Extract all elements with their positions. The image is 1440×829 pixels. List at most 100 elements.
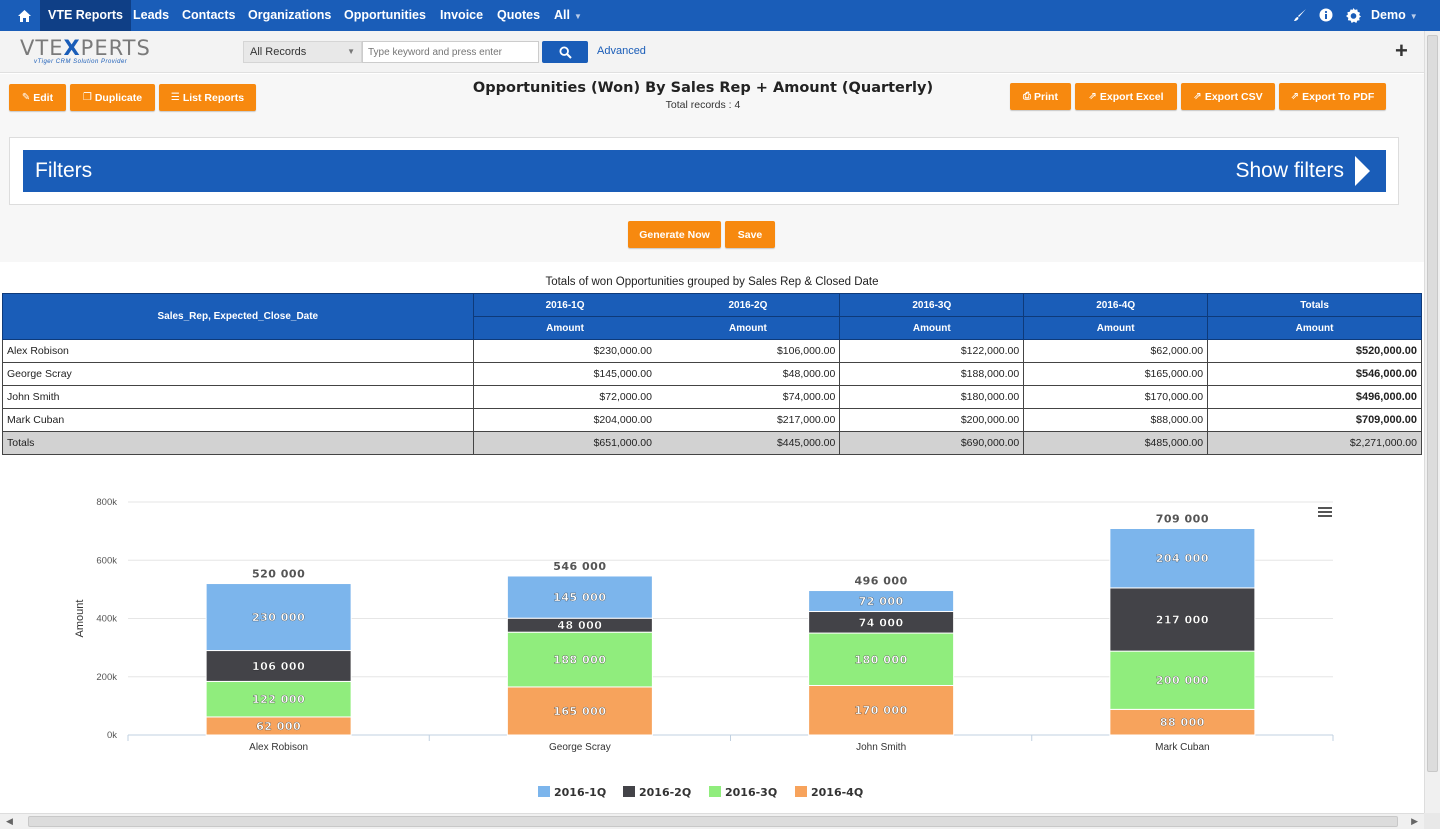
nav-leads[interactable]: Leads bbox=[133, 8, 170, 22]
data-label: 180 000 bbox=[854, 653, 907, 666]
table-row: George Scray $145,000.00 $48,000.00 $188… bbox=[2, 362, 1422, 386]
data-label: 145 000 bbox=[553, 591, 606, 604]
horizontal-scroll-thumb[interactable] bbox=[28, 816, 1398, 827]
vertical-scrollbar[interactable] bbox=[1424, 31, 1440, 813]
records-select-value: All Records bbox=[250, 46, 307, 58]
export-csv-button[interactable]: ⇗ Export CSV bbox=[1181, 83, 1275, 110]
print-icon: ⎙ bbox=[1023, 91, 1032, 102]
chevron-down-icon: ▼ bbox=[1409, 12, 1418, 21]
bar-segment bbox=[506, 686, 653, 736]
legend-item: 2016-2Q bbox=[639, 786, 691, 799]
generate-now-button[interactable]: Generate Now bbox=[628, 221, 721, 248]
export-excel-button[interactable]: ⇗ Export Excel bbox=[1075, 83, 1177, 110]
logo-text: VTEXPERTS bbox=[20, 36, 151, 60]
filters-toggle-bar[interactable]: Filters Show filters bbox=[23, 150, 1386, 192]
x-tick-label: Mark Cuban bbox=[1155, 742, 1209, 753]
col-2016-3q: 2016-3Q bbox=[839, 293, 1025, 317]
export-pdf-button[interactable]: ⇗ Export To PDF bbox=[1279, 83, 1386, 110]
col-2016-1q: 2016-1Q bbox=[545, 299, 585, 311]
horizontal-scrollbar[interactable]: ◀ ▶ bbox=[0, 813, 1424, 829]
scroll-right-icon[interactable]: ▶ bbox=[1411, 816, 1418, 826]
user-menu[interactable]: Demo ▼ bbox=[1371, 0, 1418, 31]
export-icon: ⇗ bbox=[1088, 91, 1097, 102]
chevron-down-icon: ▼ bbox=[573, 12, 582, 21]
nav-opportunities[interactable]: Opportunities bbox=[344, 8, 426, 22]
col-2016-4q: 2016-4Q bbox=[1023, 293, 1209, 317]
data-label: 188 000 bbox=[553, 654, 606, 667]
legend-item: 2016-3Q bbox=[725, 786, 777, 799]
info-icon[interactable] bbox=[1317, 6, 1335, 24]
list-reports-button[interactable]: ☰ List Reports bbox=[159, 84, 256, 111]
total-label: 496 000 bbox=[854, 575, 907, 588]
nav-quotes[interactable]: Quotes bbox=[497, 8, 541, 22]
y-axis-label: Amount bbox=[74, 600, 86, 638]
data-label: 106 000 bbox=[252, 660, 305, 673]
brush-icon[interactable] bbox=[1291, 6, 1309, 24]
top-navbar: VTE Reports Leads Contacts Organizations… bbox=[0, 0, 1440, 31]
nav-all-menu[interactable]: All ▼ bbox=[554, 0, 582, 31]
nav-organizations[interactable]: Organizations bbox=[248, 8, 332, 22]
data-label: 88 000 bbox=[1160, 716, 1205, 729]
show-filters-label: Show filters bbox=[1235, 159, 1344, 182]
duplicate-icon: ❐ bbox=[82, 92, 92, 103]
bar-segment bbox=[506, 631, 653, 688]
user-name: Demo bbox=[1371, 8, 1406, 22]
company-logo[interactable]: VTEXPERTS vTiger CRM Solution Provider bbox=[20, 36, 151, 67]
x-tick-label: Alex Robison bbox=[249, 742, 308, 753]
data-label: 230 000 bbox=[252, 611, 305, 624]
sub-header-amount: Amount bbox=[1207, 316, 1422, 340]
bar-segment bbox=[808, 590, 955, 613]
search-button[interactable] bbox=[542, 41, 588, 63]
gear-icon[interactable] bbox=[1344, 6, 1362, 24]
table-row: John Smith $72,000.00 $74,000.00 $180,00… bbox=[2, 385, 1422, 409]
total-label: 709 000 bbox=[1156, 513, 1209, 526]
nav-vte-reports[interactable]: VTE Reports bbox=[40, 0, 132, 31]
logo-subtitle: vTiger CRM Solution Provider bbox=[34, 59, 128, 65]
home-icon[interactable] bbox=[10, 0, 38, 31]
bar-segment bbox=[1109, 528, 1256, 589]
data-label: 204 000 bbox=[1156, 552, 1209, 565]
sub-header-amount-1q-2q: Amount Amount bbox=[472, 316, 841, 340]
bar-segment bbox=[808, 684, 955, 736]
print-button[interactable]: ⎙ Print bbox=[1010, 83, 1071, 110]
edit-button[interactable]: ✎ Edit bbox=[9, 84, 66, 111]
vertical-scroll-thumb[interactable] bbox=[1427, 35, 1438, 772]
search-input[interactable] bbox=[362, 41, 539, 63]
list-icon: ☰ bbox=[170, 92, 180, 103]
duplicate-button[interactable]: ❐ Duplicate bbox=[70, 84, 155, 111]
data-label: 165 000 bbox=[553, 705, 606, 718]
scroll-left-icon[interactable]: ◀ bbox=[6, 816, 13, 826]
nav-contacts[interactable]: Contacts bbox=[182, 8, 236, 22]
bar-segment bbox=[1109, 708, 1256, 736]
col-2016-2q: 2016-2Q bbox=[728, 299, 768, 311]
nav-all-label: All bbox=[554, 8, 570, 22]
scroll-corner bbox=[1424, 813, 1440, 829]
data-label: 170 000 bbox=[854, 704, 907, 717]
nav-invoice[interactable]: Invoice bbox=[440, 8, 484, 22]
group-header: Sales_Rep, Expected_Close_Date bbox=[2, 293, 474, 340]
advanced-search-link[interactable]: Advanced bbox=[597, 45, 646, 57]
totals-row: Totals $651,000.00 $445,000.00 $690,000.… bbox=[2, 431, 1422, 455]
bar-segment bbox=[808, 632, 955, 686]
total-label: 520 000 bbox=[252, 568, 305, 581]
sub-header-amount: Amount bbox=[839, 316, 1025, 340]
total-label: 546 000 bbox=[553, 560, 606, 573]
add-icon[interactable]: + bbox=[1395, 38, 1408, 63]
sub-header-amount: Amount bbox=[1023, 316, 1209, 340]
table-row: Alex Robison $230,000.00 $106,000.00 $12… bbox=[2, 339, 1422, 363]
report-toolbar: ✎ Edit ❐ Duplicate ☰ List Reports Opportuni… bbox=[0, 74, 1424, 262]
data-label: 200 000 bbox=[1156, 674, 1209, 687]
y-tick-label: 600k bbox=[96, 555, 117, 566]
bar-segment bbox=[205, 680, 352, 718]
chart-menu-icon[interactable] bbox=[1318, 507, 1332, 519]
export-icon: ⇗ bbox=[1193, 91, 1202, 102]
data-label: 122 000 bbox=[252, 693, 305, 706]
y-tick-label: 400k bbox=[96, 614, 117, 625]
x-tick-label: George Scray bbox=[549, 742, 611, 753]
table-title: Totals of won Opportunities grouped by S… bbox=[545, 276, 879, 288]
legend-item: 2016-1Q bbox=[554, 786, 606, 799]
save-button[interactable]: Save bbox=[725, 221, 775, 248]
records-select[interactable]: All Records ▼ bbox=[243, 41, 362, 63]
total-records: Total records : 4 bbox=[665, 99, 741, 111]
legend-swatch bbox=[623, 786, 635, 797]
